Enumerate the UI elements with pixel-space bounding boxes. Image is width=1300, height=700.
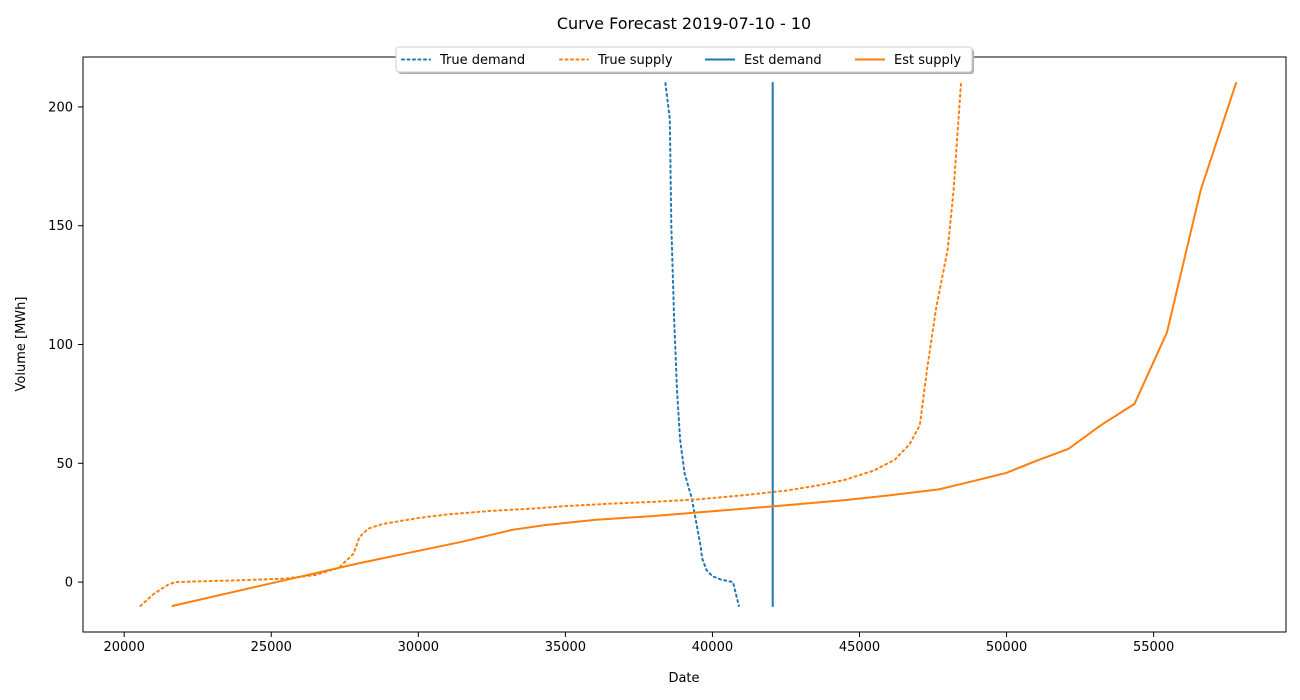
series-group: [139, 81, 1238, 608]
legend-label: Est supply: [894, 53, 961, 68]
series-line-est-supply: [171, 81, 1238, 608]
x-tick-label: 35000: [545, 640, 586, 655]
legend-label: True demand: [439, 53, 525, 68]
chart-title: Curve Forecast 2019-07-10 - 10: [557, 14, 811, 33]
series-line-true-demand: [664, 82, 740, 607]
y-tick-label: 0: [65, 576, 73, 591]
y-tick-label: 200: [48, 100, 73, 115]
legend: True demand True supply Est demand Est supp…: [395, 46, 974, 74]
x-tick-label: 55000: [1133, 640, 1174, 655]
y-tick-label: 50: [56, 457, 73, 472]
legend-label: True supply: [597, 53, 673, 68]
y-axis-title: Volume [MWh]: [14, 297, 29, 392]
x-tick-label: 40000: [692, 640, 733, 655]
x-tick-label: 45000: [839, 640, 880, 655]
x-tick-label: 20000: [103, 640, 144, 655]
x-tick-label: 30000: [398, 640, 439, 655]
legend-box: [395, 46, 973, 73]
x-axis-title: Date: [668, 671, 699, 686]
axis-ticks: 20000 25000 30000 35000 40000 45000 50000 55000…: [48, 100, 1174, 655]
plot-area: [83, 57, 1286, 632]
x-tick-label: 50000: [986, 640, 1027, 655]
series-line-true-supply: [139, 82, 962, 607]
x-tick-label: 25000: [251, 640, 292, 655]
y-tick-label: 100: [48, 338, 73, 353]
y-tick-label: 150: [48, 219, 73, 234]
legend-label: Est demand: [744, 53, 822, 68]
